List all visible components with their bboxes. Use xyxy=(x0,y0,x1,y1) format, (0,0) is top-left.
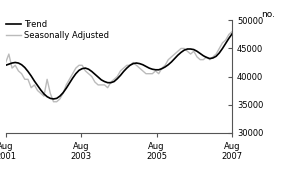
Seasonally Adjusted xyxy=(36,89,39,91)
Seasonally Adjusted xyxy=(61,92,65,94)
Seasonally Adjusted xyxy=(135,64,138,66)
Trend xyxy=(36,84,39,87)
Seasonally Adjusted xyxy=(160,67,164,69)
Trend xyxy=(52,98,55,100)
Legend: Trend, Seasonally Adjusted: Trend, Seasonally Adjusted xyxy=(6,20,109,40)
Trend xyxy=(61,92,65,94)
Text: no.: no. xyxy=(261,10,275,19)
Seasonally Adjusted xyxy=(151,73,154,75)
Line: Trend: Trend xyxy=(6,34,232,99)
Trend xyxy=(230,33,234,35)
Seasonally Adjusted xyxy=(52,101,55,103)
Trend xyxy=(84,67,87,69)
Seasonally Adjusted xyxy=(84,70,87,72)
Seasonally Adjusted xyxy=(230,31,234,33)
Trend xyxy=(160,68,164,70)
Trend xyxy=(135,62,138,64)
Trend xyxy=(4,64,7,66)
Seasonally Adjusted xyxy=(4,61,7,63)
Trend xyxy=(151,68,154,70)
Line: Seasonally Adjusted: Seasonally Adjusted xyxy=(6,32,232,102)
